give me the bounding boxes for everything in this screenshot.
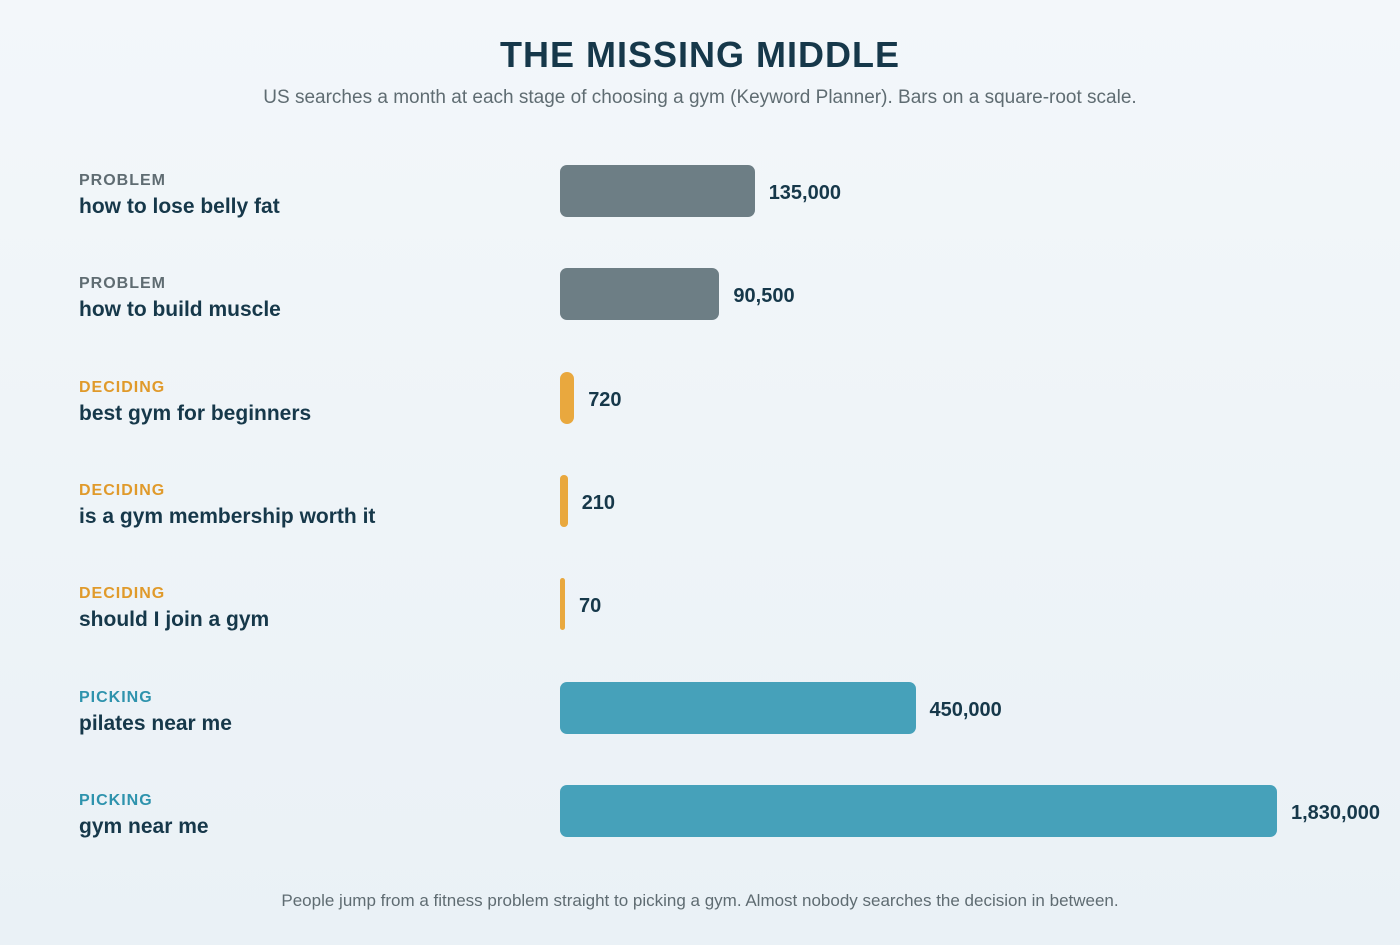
value-label: 90,500 <box>733 285 795 308</box>
bar <box>560 784 1277 837</box>
value-label: 135,000 <box>768 182 841 204</box>
bar <box>560 474 568 527</box>
stage-label: PICKING <box>79 688 153 706</box>
chart-row: DECIDING should I join a gym 70 <box>0 578 1400 632</box>
chart-row: DECIDING is a gym membership worth it 210 <box>0 474 1400 528</box>
category-label: how to lose belly fat <box>79 195 280 218</box>
chart-title: THE MISSING MIDDLE <box>499 34 900 75</box>
chart-row: PICKING gym near me 1,830,000 <box>0 784 1400 838</box>
stage-label: DECIDING <box>79 378 166 396</box>
chart-row: PROBLEM how to build muscle 90,500 <box>0 268 1400 322</box>
category-label: is a gym membership worth it <box>79 504 376 528</box>
bar <box>560 681 916 734</box>
stage-label: PROBLEM <box>79 172 166 189</box>
bar <box>560 578 565 631</box>
category-label: best gym for beginners <box>79 401 312 425</box>
stage-label: PICKING <box>79 791 153 809</box>
stage-label: DECIDING <box>79 585 166 603</box>
value-label: 210 <box>581 491 616 514</box>
stage-label: DECIDING <box>79 481 166 499</box>
value-label: 70 <box>579 595 602 618</box>
category-label: gym near me <box>79 814 209 838</box>
bar <box>560 371 575 424</box>
value-label: 450,000 <box>929 698 1002 721</box>
chart-subtitle: US searches a month at each stage of cho… <box>263 87 1137 108</box>
category-label: should I join a gym <box>79 608 270 632</box>
category-label: pilates near me <box>79 711 232 735</box>
chart-footnote: People jump from a fitness problem strai… <box>281 891 1119 910</box>
category-label: how to build muscle <box>79 298 281 322</box>
chart-row: PROBLEM how to lose belly fat 135,000 <box>0 165 1400 218</box>
stage-label: PROBLEM <box>79 275 166 293</box>
bar <box>560 268 720 321</box>
chart-row: PICKING pilates near me 450,000 <box>0 681 1400 735</box>
bar <box>560 165 755 217</box>
value-label: 720 <box>588 388 622 411</box>
chart-row: DECIDING best gym for beginners 720 <box>0 371 1400 425</box>
value-label: 1,830,000 <box>1291 801 1380 824</box>
